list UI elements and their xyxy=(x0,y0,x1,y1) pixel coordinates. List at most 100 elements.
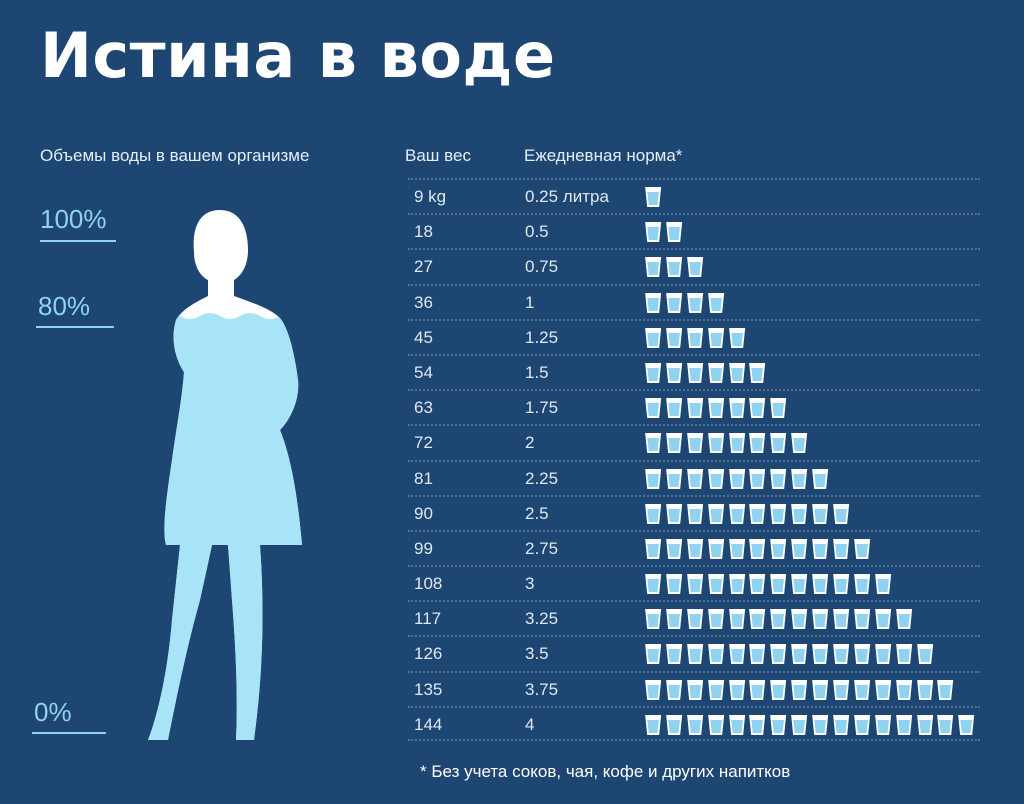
water-glass-icon xyxy=(812,503,829,524)
daily-norm-cell: 0.5 xyxy=(525,222,549,242)
daily-norm-cell: 3 xyxy=(525,574,535,594)
table-row: 54 1.5 xyxy=(408,353,980,389)
cups-bar xyxy=(644,432,809,454)
table-row: 117 3.25 xyxy=(408,600,980,635)
water-glass-icon xyxy=(666,538,683,559)
header-daily-norm: Ежедневная норма* xyxy=(524,146,683,165)
water-glass-icon xyxy=(791,503,808,524)
water-glass-icon xyxy=(833,503,850,524)
water-glass-icon xyxy=(645,468,662,489)
water-glass-icon xyxy=(770,398,787,419)
cups-bar xyxy=(644,221,683,243)
table-row: 63 1.75 xyxy=(408,389,980,424)
water-glass-icon xyxy=(645,187,662,207)
water-glass-icon xyxy=(707,714,724,735)
water-glass-icon xyxy=(895,609,912,630)
water-glass-icon xyxy=(854,679,871,700)
water-glass-icon xyxy=(812,468,829,489)
weight-cell: 36 xyxy=(414,292,433,312)
water-glass-icon xyxy=(707,538,724,559)
water-glass-icon xyxy=(770,468,787,489)
weight-cell: 117 xyxy=(414,609,442,629)
water-glass-icon xyxy=(791,714,808,735)
water-glass-icon xyxy=(666,503,683,524)
weight-cell: 27 xyxy=(414,257,433,277)
water-glass-icon xyxy=(749,362,766,383)
water-glass-icon xyxy=(686,538,703,559)
cups-bar xyxy=(644,397,788,419)
water-glass-icon xyxy=(812,679,829,700)
water-glass-icon xyxy=(874,644,891,665)
water-glass-icon xyxy=(770,433,787,454)
cups-bar xyxy=(644,679,955,701)
woman-silhouette-icon xyxy=(148,210,302,740)
water-glass-icon xyxy=(833,714,850,735)
water-glass-icon xyxy=(791,679,808,700)
water-glass-icon xyxy=(770,714,787,735)
water-glass-icon xyxy=(707,292,724,313)
cups-bar xyxy=(644,573,892,595)
daily-norm-cell: 2 xyxy=(525,433,535,453)
cups-bar xyxy=(644,538,871,560)
table-row: 135 3.75 xyxy=(408,670,980,706)
water-glass-icon xyxy=(749,398,766,419)
daily-norm-cell: 2.75 xyxy=(525,538,559,558)
water-glass-icon xyxy=(666,362,683,383)
cups-bar xyxy=(644,362,767,384)
daily-norm-cell: 0.75 xyxy=(525,257,559,277)
water-glass-icon xyxy=(791,433,808,454)
weight-cell: 9 kg xyxy=(414,187,447,206)
daily-norm-cell: 1.5 xyxy=(525,362,549,382)
water-glass-icon xyxy=(916,644,933,665)
weight-cell: 144 xyxy=(414,714,443,734)
water-glass-icon xyxy=(707,644,724,665)
water-glass-icon xyxy=(728,398,745,419)
water-glass-icon xyxy=(686,362,703,383)
water-glass-icon xyxy=(645,362,662,383)
cups-bar xyxy=(644,256,704,278)
water-glass-icon xyxy=(666,433,683,454)
weight-cell: 81 xyxy=(414,468,433,488)
water-glass-icon xyxy=(645,574,662,595)
water-glass-icon xyxy=(645,644,662,665)
water-glass-icon xyxy=(833,679,850,700)
daily-norm-cell: 2.25 xyxy=(525,468,559,488)
daily-norm-cell: 1.75 xyxy=(525,398,559,418)
water-glass-icon xyxy=(728,468,745,489)
water-glass-icon xyxy=(854,644,871,665)
water-glass-icon xyxy=(749,644,766,665)
water-glass-icon xyxy=(770,679,787,700)
water-glass-icon xyxy=(854,574,871,595)
water-glass-icon xyxy=(707,468,724,489)
water-glass-icon xyxy=(791,609,808,630)
table-row: 99 2.75 xyxy=(408,529,980,565)
water-norm-table: 9 kg 0.25 литра 18 0.5 27 0.75 36 1 45 1.25 54 1.5 6… xyxy=(408,178,980,741)
water-glass-icon xyxy=(666,609,683,630)
weight-cell: 99 xyxy=(414,538,433,558)
water-glass-icon xyxy=(686,503,703,524)
weight-cell: 72 xyxy=(414,433,433,453)
water-glass-icon xyxy=(645,679,662,700)
water-glass-icon xyxy=(791,574,808,595)
water-glass-icon xyxy=(812,714,829,735)
daily-norm-cell: 3.5 xyxy=(525,644,549,664)
daily-norm-cell: 1.25 xyxy=(525,327,559,347)
water-glass-icon xyxy=(666,679,683,700)
water-glass-icon xyxy=(728,538,745,559)
water-glass-icon xyxy=(686,679,703,700)
water-glass-icon xyxy=(833,538,850,559)
water-glass-icon xyxy=(707,327,724,348)
water-glass-icon xyxy=(686,327,703,348)
water-glass-icon xyxy=(812,538,829,559)
water-glass-icon xyxy=(728,679,745,700)
water-glass-icon xyxy=(749,433,766,454)
water-glass-icon xyxy=(874,609,891,630)
water-glass-icon xyxy=(728,362,745,383)
water-glass-icon xyxy=(749,679,766,700)
water-glass-icon xyxy=(645,538,662,559)
cups-bar xyxy=(644,608,913,630)
water-glass-icon xyxy=(791,468,808,489)
table-row: 45 1.25 xyxy=(408,318,980,354)
water-glass-icon xyxy=(770,609,787,630)
water-glass-icon xyxy=(728,609,745,630)
